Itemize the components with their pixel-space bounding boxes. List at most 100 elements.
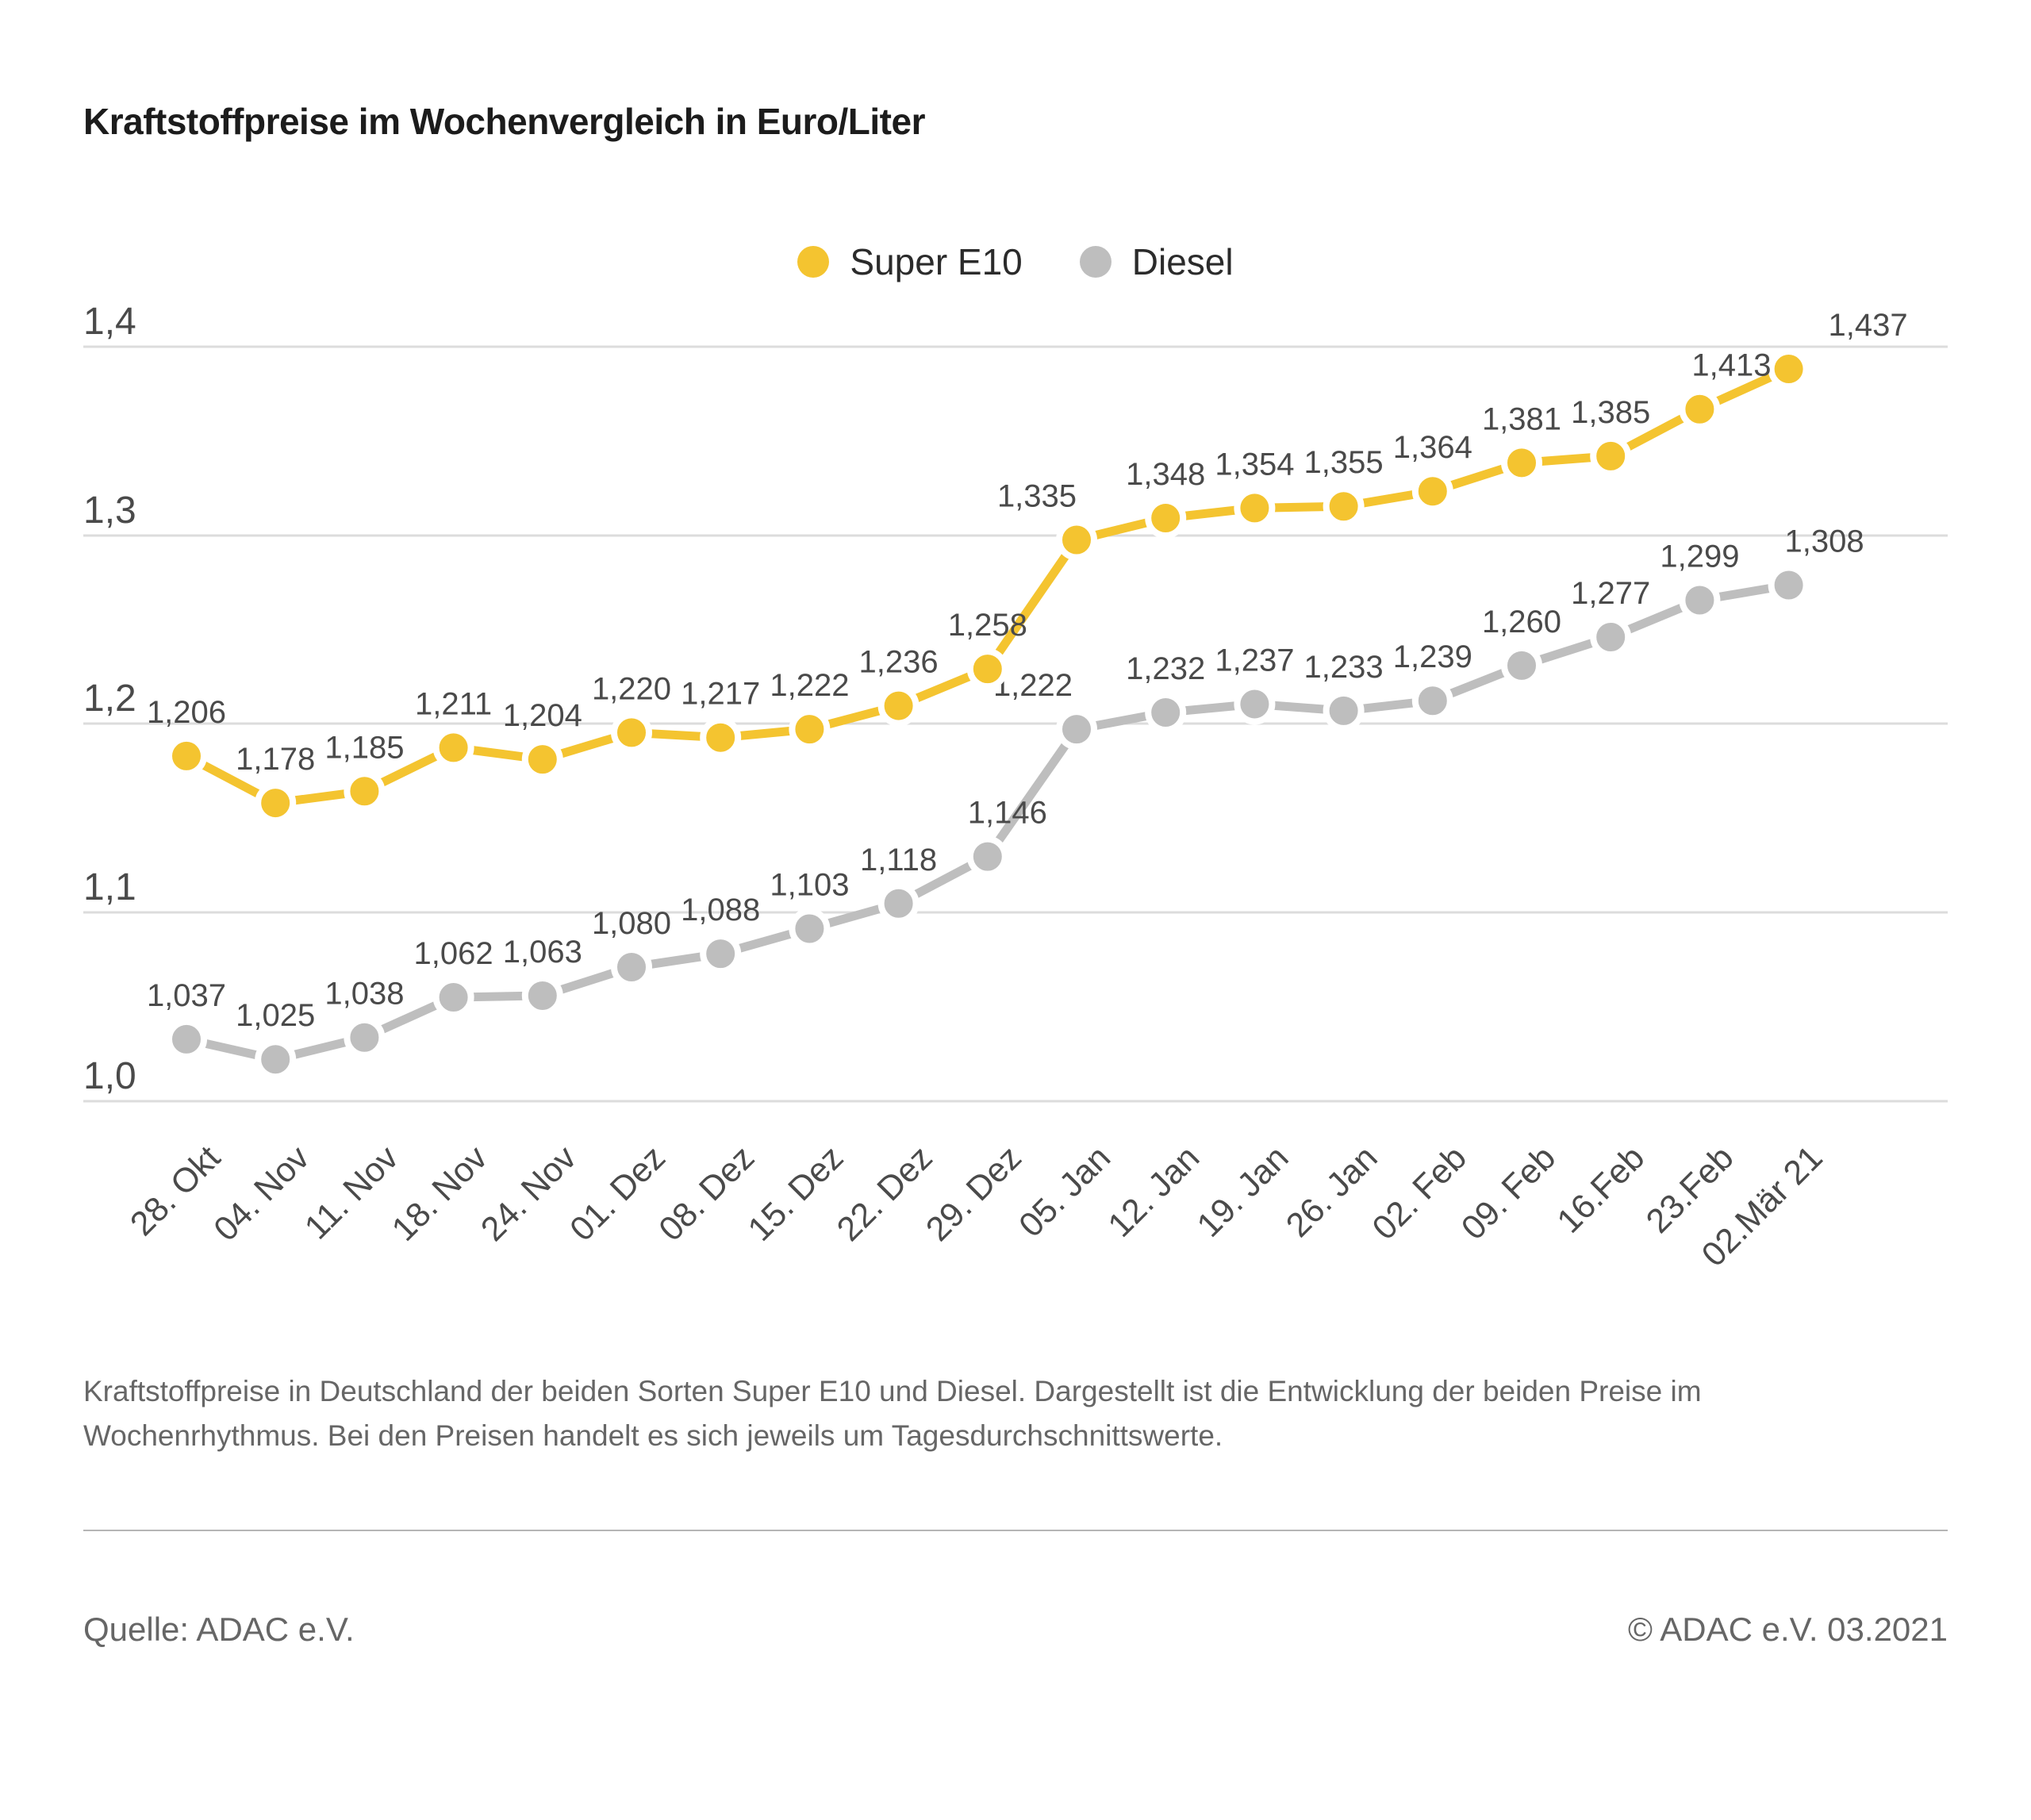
data-label-diesel: 1,037 — [147, 978, 226, 1013]
data-label-diesel: 1,277 — [1571, 576, 1650, 611]
data-label-super-e10: 1,385 — [1571, 395, 1650, 430]
data-label-diesel: 1,118 — [860, 843, 937, 877]
x-axis-label: 16.Feb — [1550, 1138, 1653, 1241]
data-point-super-e10 — [1234, 487, 1276, 529]
data-point-diesel — [521, 974, 563, 1016]
data-label-super-e10: 1,222 — [770, 668, 849, 703]
x-axis-label: 15. Dez — [741, 1138, 851, 1249]
x-axis-label: 26. Jan — [1279, 1138, 1385, 1245]
data-label-super-e10: 1,206 — [147, 695, 226, 730]
data-point-diesel — [1411, 680, 1453, 722]
data-label-super-e10: 1,364 — [1393, 430, 1472, 465]
data-label-diesel: 1,232 — [1126, 651, 1205, 686]
legend-swatch-diesel-icon — [1079, 246, 1111, 278]
data-label-super-e10: 1,335 — [997, 478, 1077, 513]
data-label-diesel: 1,308 — [1785, 524, 1864, 559]
data-point-super-e10 — [700, 716, 742, 758]
data-point-super-e10 — [1501, 442, 1542, 484]
data-point-super-e10 — [255, 782, 297, 824]
y-axis-label: 1,4 — [83, 301, 136, 343]
data-point-super-e10 — [789, 708, 831, 751]
data-point-super-e10 — [611, 712, 652, 754]
x-axis-label: 19. Jan — [1190, 1138, 1296, 1245]
data-label-diesel: 1,239 — [1393, 639, 1472, 674]
data-label-super-e10: 1,413 — [1691, 348, 1771, 383]
data-label-super-e10: 1,217 — [681, 677, 760, 712]
data-point-super-e10 — [966, 648, 1008, 690]
x-axis-label: 11. Nov — [298, 1138, 406, 1247]
data-label-super-e10: 1,258 — [948, 608, 1027, 643]
data-point-diesel — [1768, 564, 1810, 606]
legend-label-super-e10: Super E10 — [850, 241, 1023, 282]
data-label-super-e10: 1,437 — [1829, 308, 1908, 343]
data-point-diesel — [700, 933, 742, 975]
x-axis-label: 18. Nov — [385, 1138, 495, 1249]
data-label-super-e10: 1,204 — [503, 698, 582, 733]
data-point-diesel — [789, 908, 831, 950]
footer-source: Quelle: ADAC e.V. — [83, 1611, 355, 1648]
data-point-super-e10 — [1679, 388, 1721, 430]
data-label-super-e10: 1,211 — [415, 686, 492, 721]
data-label-super-e10: 1,185 — [324, 730, 404, 765]
data-label-diesel: 1,062 — [414, 936, 493, 971]
data-label-super-e10: 1,355 — [1304, 445, 1384, 480]
data-point-diesel — [344, 1016, 386, 1058]
data-point-super-e10 — [432, 727, 474, 769]
caption: Kraftstoffpreise in Deutschland der beid… — [83, 1375, 1702, 1452]
data-point-diesel — [1234, 683, 1276, 725]
footer-divider — [83, 1530, 1948, 1531]
x-axis-label: 22. Dez — [830, 1138, 940, 1249]
data-point-super-e10 — [344, 770, 386, 812]
x-axis-label: 29. Dez — [919, 1138, 1029, 1249]
data-label-diesel: 1,080 — [592, 906, 671, 941]
data-point-diesel — [432, 977, 474, 1019]
data-label-super-e10: 1,236 — [859, 645, 939, 680]
data-label-diesel: 1,103 — [770, 867, 849, 902]
data-point-super-e10 — [1411, 470, 1453, 513]
data-point-diesel — [611, 946, 652, 989]
data-label-diesel: 1,237 — [1215, 643, 1294, 678]
y-axis-label: 1,3 — [83, 490, 136, 532]
data-point-diesel — [1056, 708, 1097, 751]
x-axis-label: 08. Dez — [652, 1138, 762, 1249]
data-label-diesel: 1,038 — [324, 977, 404, 1012]
data-label-diesel: 1,025 — [236, 998, 315, 1033]
data-point-diesel — [1145, 692, 1187, 734]
data-label-super-e10: 1,381 — [1482, 401, 1561, 436]
data-point-super-e10 — [1590, 435, 1632, 477]
data-label-super-e10: 1,178 — [236, 742, 315, 777]
x-axis-label: 02. Feb — [1365, 1138, 1474, 1247]
x-axis-label: 24. Nov — [474, 1138, 584, 1249]
data-point-super-e10 — [1145, 497, 1187, 539]
data-label-diesel: 1,146 — [968, 796, 1047, 831]
footer-copyright: © ADAC e.V. 03.2021 — [1628, 1611, 1948, 1648]
data-label-diesel: 1,088 — [681, 893, 760, 927]
x-axis-label: 01. Dez — [562, 1138, 673, 1249]
page-title: Kraftstoffpreise im Wochenvergleich in E… — [83, 101, 925, 142]
legend: Super E10 Diesel — [0, 240, 2031, 283]
data-point-diesel — [877, 882, 920, 924]
data-point-diesel — [166, 1018, 207, 1060]
data-point-super-e10 — [521, 739, 563, 781]
x-axis-label: 09. Feb — [1454, 1138, 1563, 1247]
legend-swatch-super-e10-icon — [797, 246, 830, 278]
data-point-diesel — [1679, 579, 1721, 621]
data-point-super-e10 — [1323, 486, 1365, 528]
x-axis-label: 12. Jan — [1101, 1138, 1207, 1245]
data-point-super-e10 — [877, 685, 920, 727]
data-point-super-e10 — [1768, 348, 1810, 390]
data-point-diesel — [1501, 644, 1542, 686]
data-point-diesel — [1590, 616, 1632, 658]
data-label-diesel: 1,063 — [503, 935, 582, 970]
x-axis-label: 05. Jan — [1012, 1138, 1118, 1245]
data-point-super-e10 — [1056, 519, 1097, 561]
x-axis-label: 04. Nov — [207, 1138, 317, 1249]
legend-label-diesel: Diesel — [1131, 241, 1234, 282]
data-point-diesel — [255, 1039, 297, 1081]
data-point-diesel — [1323, 689, 1365, 731]
y-axis-label: 1,2 — [83, 678, 136, 720]
data-label-diesel: 1,260 — [1482, 605, 1561, 639]
y-axis-label: 1,1 — [83, 866, 136, 908]
data-point-super-e10 — [166, 735, 207, 777]
